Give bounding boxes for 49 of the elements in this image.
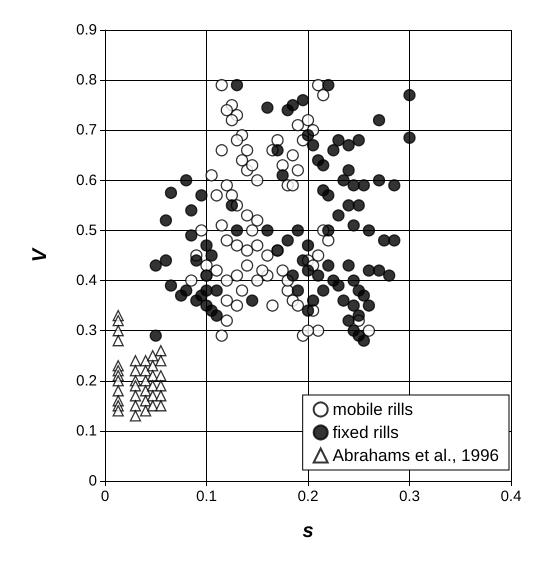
point <box>147 380 158 392</box>
y-tick-label: 0.2 <box>76 372 97 390</box>
y-tick-label: 0.1 <box>76 422 97 440</box>
point <box>112 375 124 386</box>
y-tick-label: 0.4 <box>76 272 97 290</box>
point <box>130 410 142 422</box>
point <box>155 390 166 402</box>
point <box>140 395 152 406</box>
point <box>130 400 142 412</box>
point <box>147 360 158 372</box>
point <box>112 325 124 336</box>
point <box>112 314 124 326</box>
point <box>130 390 142 402</box>
y-axis-title: V <box>29 247 51 262</box>
point <box>155 355 166 366</box>
point <box>140 385 152 396</box>
point <box>140 365 152 376</box>
y-tick-label: 0.3 <box>76 322 97 340</box>
legend-label: mobile rills <box>332 400 413 419</box>
point <box>155 345 166 356</box>
point <box>140 405 152 416</box>
x-tick-label: 0.3 <box>399 488 420 505</box>
point <box>147 350 158 362</box>
x-tick-label: 0 <box>100 488 110 505</box>
point <box>112 335 124 346</box>
point <box>130 380 142 392</box>
y-tick-label: 0.8 <box>76 72 97 89</box>
legend-label: fixed rills <box>332 423 399 442</box>
point <box>112 405 124 416</box>
point <box>147 400 158 412</box>
y-tick-label: 0.5 <box>76 222 97 239</box>
x-tick-label: 0.2 <box>298 488 318 505</box>
x-axis-title: s <box>302 520 314 542</box>
point <box>140 355 152 366</box>
point <box>130 355 142 366</box>
point <box>112 385 124 396</box>
legend-label: Abrahams et al., 1996 <box>332 446 500 465</box>
point <box>130 365 142 376</box>
x-tick-label: 0.4 <box>500 488 522 505</box>
y-tick-label: 0.7 <box>76 122 97 139</box>
point <box>155 400 166 412</box>
point <box>147 370 158 382</box>
y-tick-label: 0.6 <box>76 172 97 189</box>
point <box>155 370 166 382</box>
x-tick-label: 0.1 <box>196 488 217 505</box>
point <box>155 380 166 392</box>
point <box>140 375 152 386</box>
y-tick-label: 0.9 <box>76 22 97 38</box>
y-tick-label: 0 <box>88 472 97 490</box>
